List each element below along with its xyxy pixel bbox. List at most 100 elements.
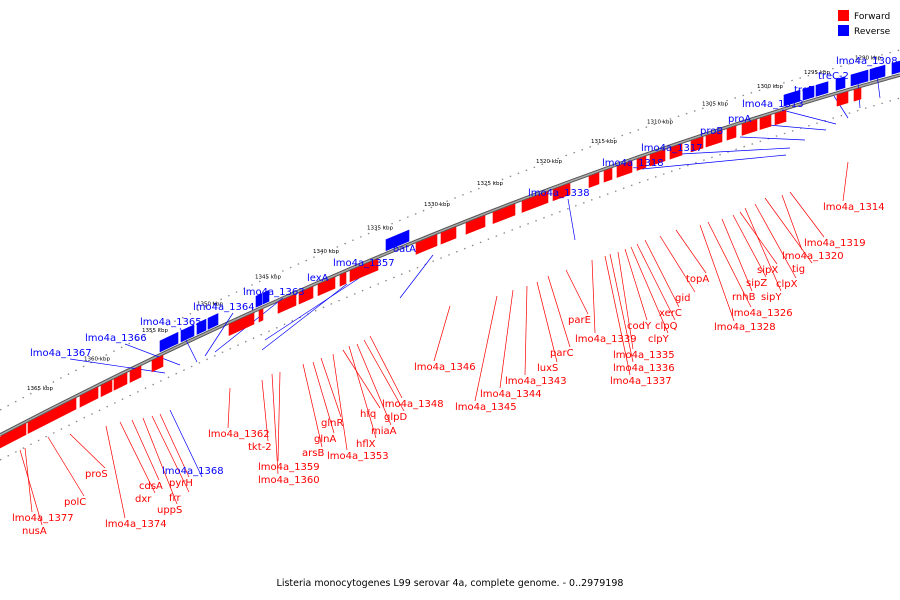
forward-gene-cody-label[interactable]: codY bbox=[627, 321, 652, 332]
reverse-gene-prob-label[interactable]: proB bbox=[700, 126, 723, 137]
forward-gene-arsb-leader bbox=[302, 363, 323, 448]
forward-gene-clpy-label[interactable]: clpY bbox=[648, 334, 670, 345]
reverse-gene-lmo4a-1338-label[interactable]: lmo4a_1338 bbox=[528, 188, 590, 199]
reverse-gene-lmo4a-1367-label[interactable]: lmo4a_1367 bbox=[30, 348, 92, 359]
forward-gene-lmo4a-1374-label[interactable]: lmo4a_1374 bbox=[105, 519, 167, 530]
reverse-gene-lmo4a-1363-label[interactable]: lmo4a_1363 bbox=[243, 287, 305, 298]
forward-gene-pros-label[interactable]: proS bbox=[85, 469, 108, 480]
forward-gene-lmo4a-1319-label[interactable]: lmo4a_1319 bbox=[804, 238, 866, 249]
reverse-gene-lmo4a-1368-label[interactable]: lmo4a_1368 bbox=[162, 466, 224, 477]
forward-gene-dxr-label[interactable]: dxr bbox=[135, 494, 152, 505]
reverse-gene-lmo4a-1367-leader bbox=[69, 358, 166, 374]
forward-gene-luxs-label[interactable]: luxS bbox=[537, 363, 558, 374]
forward-gene-block-17 bbox=[465, 215, 486, 235]
forward-gene-lmo4a-1346-label[interactable]: lmo4a_1346 bbox=[414, 362, 476, 373]
forward-gene-lmo4a-1353-label[interactable]: lmo4a_1353 bbox=[327, 451, 389, 462]
reverse-gene-lmo4a-1313-label[interactable]: lmo4a_1313 bbox=[742, 99, 804, 110]
forward-gene-miaa-label[interactable]: miaA bbox=[371, 426, 397, 437]
reverse-gene-lmo4a-1366-label[interactable]: lmo4a_1366 bbox=[85, 333, 147, 344]
forward-gene-lmo4a-1348-label[interactable]: lmo4a_1348 bbox=[382, 399, 444, 410]
tick-label-1355-kbp: 1355 kbp bbox=[142, 328, 168, 334]
forward-gene-frr-label[interactable]: frr bbox=[169, 493, 181, 504]
forward-gene-lmo4a-1343-label[interactable]: lmo4a_1343 bbox=[505, 376, 567, 387]
forward-gene-tkt-2-label[interactable]: tkt-2 bbox=[248, 442, 272, 453]
reverse-gene-lmo4a-1364-label[interactable]: lmo4a_1364 bbox=[193, 302, 255, 313]
forward-gene-clpq-label[interactable]: clpQ bbox=[655, 321, 678, 332]
forward-gene-lmo4a-1335-leader bbox=[617, 251, 634, 350]
forward-gene-hflx-label[interactable]: hflX bbox=[356, 439, 376, 450]
forward-gene-sipy-label[interactable]: sipY bbox=[761, 292, 782, 303]
reverse-gene-trec-2-label[interactable]: treC-2 bbox=[818, 71, 849, 82]
forward-gene-pare-label[interactable]: parE bbox=[568, 315, 591, 326]
forward-gene-nusa-label[interactable]: nusA bbox=[22, 526, 47, 537]
forward-gene-lmo4a-1345-label[interactable]: lmo4a_1345 bbox=[455, 402, 517, 413]
forward-gene-glpd-label[interactable]: glpD bbox=[384, 412, 407, 423]
forward-gene-block-12 bbox=[317, 276, 336, 297]
reverse-gene-lmo4a-1364-leader bbox=[204, 312, 234, 357]
forward-gene-lmo4a-1326-label[interactable]: lmo4a_1326 bbox=[731, 308, 793, 319]
forward-gene-polc-leader bbox=[47, 436, 85, 497]
forward-gene-lmo4a-1346-leader bbox=[433, 305, 451, 362]
forward-gene-lmo4a-1336-label[interactable]: lmo4a_1336 bbox=[613, 363, 675, 374]
forward-gene-lmo4a-1344-label[interactable]: lmo4a_1344 bbox=[480, 389, 542, 400]
forward-gene-cdsa-label[interactable]: cdsA bbox=[139, 481, 163, 492]
reverse-gene-block-6 bbox=[262, 289, 270, 305]
reverse-gene-oata-label[interactable]: oatA bbox=[393, 244, 416, 255]
forward-gene-lmo4a-1359-leader bbox=[277, 371, 281, 462]
forward-gene-lmo4a-1360-label[interactable]: lmo4a_1360 bbox=[258, 475, 320, 486]
tick-label-1325-kbp: 1325 kbp bbox=[477, 181, 503, 187]
forward-gene-sipz-label[interactable]: sipZ bbox=[746, 278, 767, 289]
forward-gene-arsb-label[interactable]: arsB bbox=[302, 448, 324, 459]
reverse-gene-lexa-label[interactable]: lexA bbox=[307, 273, 329, 284]
forward-gene-parc-label[interactable]: parC bbox=[550, 348, 574, 359]
forward-gene-clpx-label[interactable]: clpX bbox=[776, 279, 798, 290]
forward-gene-upps-label[interactable]: uppS bbox=[157, 505, 182, 516]
forward-gene-sipx-label[interactable]: sipX bbox=[757, 265, 778, 276]
reverse-gene-lmo4a-1365-label[interactable]: lmo4a_1365 bbox=[140, 317, 202, 328]
reverse-gene-treb-label[interactable]: treB bbox=[794, 85, 815, 96]
forward-gene-lmo4a-1337-label[interactable]: lmo4a_1337 bbox=[610, 376, 672, 387]
forward-gene-lmo4a-1326-leader bbox=[707, 221, 752, 308]
forward-gene-nusa-leader bbox=[19, 449, 43, 526]
reverse-gene-block-13 bbox=[869, 64, 886, 81]
forward-gene-glna-label[interactable]: glnA bbox=[314, 434, 336, 445]
forward-gene-lmo4a-1320-label[interactable]: lmo4a_1320 bbox=[782, 251, 844, 262]
forward-gene-pyrh-label[interactable]: pyrH bbox=[169, 478, 193, 489]
forward-gene-block-15 bbox=[415, 234, 438, 255]
forward-gene-clpy-leader bbox=[630, 246, 669, 334]
forward-gene-lmo4a-1345-leader bbox=[474, 295, 498, 402]
forward-gene-hflx-leader bbox=[348, 345, 377, 439]
reverse-gene-block-5 bbox=[255, 293, 263, 308]
forward-gene-lmo4a-1362-label[interactable]: lmo4a_1362 bbox=[208, 429, 270, 440]
reverse-gene-lmo4a-1308-label[interactable]: lmo4a_1308 bbox=[836, 56, 898, 67]
forward-gene-polc-label[interactable]: polC bbox=[64, 497, 86, 508]
forward-gene-glnr-label[interactable]: glnR bbox=[321, 418, 343, 429]
tick-label-1290-kbp: 1290 kbp bbox=[855, 56, 881, 62]
forward-gene-lmo4a-1359-label[interactable]: lmo4a_1359 bbox=[258, 462, 320, 473]
forward-gene-lmo4a-1328-label[interactable]: lmo4a_1328 bbox=[714, 322, 776, 333]
forward-gene-topa-label[interactable]: topA bbox=[686, 274, 709, 285]
forward-gene-block-8 bbox=[228, 312, 255, 336]
forward-gene-tig-label[interactable]: tig bbox=[792, 264, 805, 275]
forward-gene-cdsa-leader bbox=[131, 419, 160, 481]
forward-gene-gid-label[interactable]: gid bbox=[675, 293, 690, 304]
forward-gene-block-26 bbox=[669, 143, 683, 160]
forward-gene-lmo4a-1314-label[interactable]: lmo4a_1314 bbox=[823, 202, 885, 213]
forward-gene-lmo4a-1377-label[interactable]: lmo4a_1377 bbox=[12, 513, 74, 524]
forward-gene-frr-leader bbox=[151, 415, 190, 493]
forward-legend-label: Forward bbox=[854, 12, 890, 22]
reverse-gene-proa-label[interactable]: proA bbox=[728, 114, 751, 125]
forward-gene-hfq-label[interactable]: hfq bbox=[360, 409, 376, 420]
forward-gene-rnhb-label[interactable]: rnhB bbox=[732, 292, 756, 303]
reverse-gene-lmo4a-1317-label[interactable]: lmo4a_1317 bbox=[641, 143, 703, 154]
reverse-gene-lmo4a-1318-label[interactable]: lmo4a_1318 bbox=[602, 158, 664, 169]
reverse-gene-lmo4a-1357-label[interactable]: lmo4a_1357 bbox=[333, 258, 395, 269]
reverse-gene-lmo4a-1366-leader bbox=[124, 343, 181, 366]
forward-gene-lmo4a-1339-label[interactable]: lmo4a_1339 bbox=[575, 334, 637, 345]
forward-gene-lmo4a-1353-leader bbox=[332, 353, 348, 451]
forward-gene-lmo4a-1335-label[interactable]: lmo4a_1335 bbox=[613, 350, 675, 361]
forward-gene-clpq-leader bbox=[636, 243, 676, 321]
forward-gene-xerc-label[interactable]: xerC bbox=[659, 308, 682, 319]
reverse-gene-block-10 bbox=[815, 81, 829, 97]
